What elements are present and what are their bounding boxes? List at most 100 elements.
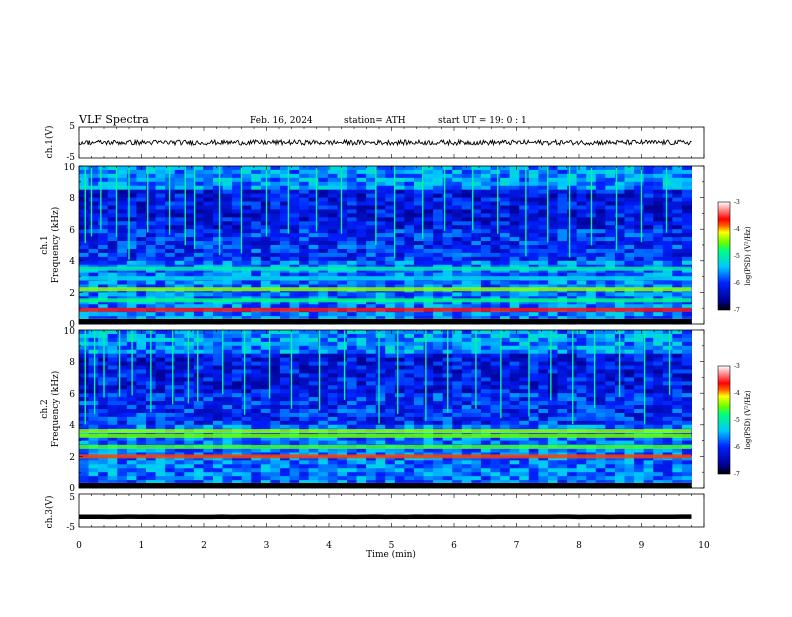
spectrogram-cell <box>625 366 635 370</box>
spectrogram-cell <box>672 186 682 190</box>
spectrogram-cell <box>538 178 548 182</box>
spectrogram-cell <box>605 342 615 346</box>
spectrogram-cell <box>156 292 166 296</box>
spectrogram-cell <box>318 241 328 245</box>
spectrogram-cell <box>232 170 242 174</box>
spectrogram-cell <box>270 417 280 421</box>
spectrogram-cell <box>242 178 252 182</box>
spectrogram-cell <box>385 401 395 405</box>
spectrogram-cell <box>596 198 606 202</box>
spectrogram-cell <box>98 170 108 174</box>
spectrogram-cell <box>280 249 290 253</box>
spectrogram-cell <box>223 233 233 237</box>
spectrogram-cell <box>376 330 386 334</box>
spectrogram-cell <box>117 312 127 316</box>
spectrogram-cell <box>529 312 539 316</box>
spectrogram-cell <box>433 342 443 346</box>
spectrogram-cell <box>223 358 233 362</box>
spectrogram-cell <box>175 198 185 202</box>
spectrogram-cell <box>290 281 300 285</box>
spectrogram-cell <box>548 221 558 225</box>
spectrogram-cell <box>328 441 338 445</box>
spectrogram-cell <box>194 334 204 338</box>
spectrogram-cell <box>213 405 223 409</box>
spectrogram-cell <box>538 413 548 417</box>
spectrogram-cell <box>136 229 146 233</box>
spectrogram-cell <box>223 206 233 210</box>
spectrogram-cell <box>500 257 510 261</box>
spectrogram-cell <box>136 354 146 358</box>
spectrogram-cell <box>299 342 309 346</box>
spectrogram-cell <box>242 346 252 350</box>
spectrogram-cell <box>156 397 166 401</box>
spectrogram-cell <box>519 229 529 233</box>
spectrogram-cell <box>644 237 654 241</box>
spectrogram-cell <box>500 393 510 397</box>
spectrogram-cell <box>280 354 290 358</box>
spectrogram-cell <box>462 421 472 425</box>
spectrogram-cell <box>127 261 137 265</box>
spectrogram-cell <box>347 409 357 413</box>
spectrogram-cell <box>203 312 213 316</box>
spectrogram-cell <box>605 366 615 370</box>
spectrogram-cell <box>424 354 434 358</box>
spectrogram-cell <box>653 373 663 377</box>
spectrogram-cell <box>117 389 127 393</box>
spectrogram-cell <box>558 166 568 170</box>
spectrogram-cell <box>203 401 213 405</box>
spectrogram-cell <box>615 421 625 425</box>
spectrogram-cell <box>261 421 271 425</box>
spectrogram-cell <box>299 385 309 389</box>
spectrogram-cell <box>203 241 213 245</box>
spectrogram-cell <box>395 370 405 374</box>
spectrogram-cell <box>385 217 395 221</box>
spectrogram-cell <box>548 213 558 217</box>
spectrogram-cell <box>261 253 271 257</box>
spectrogram-cell <box>567 229 577 233</box>
spectrogram-cell <box>653 334 663 338</box>
spectrogram-cell <box>481 338 491 342</box>
spectrogram-cell <box>79 401 89 405</box>
spectrogram-cell <box>175 225 185 229</box>
spectrogram-cell <box>481 397 491 401</box>
spectrogram-cell <box>538 421 548 425</box>
spectrogram-cell <box>529 194 539 198</box>
spectrogram-cell <box>337 186 347 190</box>
spectrogram-cell <box>270 346 280 350</box>
spectrogram-cell <box>510 178 520 182</box>
spectrogram-cell <box>242 194 252 198</box>
spectrogram-cell <box>270 405 280 409</box>
spectrogram-cell <box>213 206 223 210</box>
spectrogram-cell <box>558 178 568 182</box>
spectrogram-cell <box>500 362 510 366</box>
spectrogram-cell <box>232 190 242 194</box>
spectrogram-cell <box>318 217 328 221</box>
spectrogram-cell <box>548 377 558 381</box>
spectrogram-cell <box>175 350 185 354</box>
spectrogram-cell <box>318 261 328 265</box>
spectrogram-cell <box>625 217 635 221</box>
spectrogram-cell <box>577 370 587 374</box>
spectrogram-cell <box>462 221 472 225</box>
spectrogram-cell <box>653 362 663 366</box>
spectrogram-cell <box>500 229 510 233</box>
spectrogram-cell <box>558 257 568 261</box>
spectrogram-cell <box>519 245 529 249</box>
spectrogram-cell <box>452 397 462 401</box>
spectrogram-cell <box>223 385 233 389</box>
spectrogram-cell <box>424 330 434 334</box>
spectrogram-cell <box>548 397 558 401</box>
spectrogram-cell <box>366 241 376 245</box>
spectrogram-cell <box>223 330 233 334</box>
spectrogram-cell <box>309 401 319 405</box>
spectrogram-cell <box>79 202 89 206</box>
spectrogram-cell <box>299 178 309 182</box>
spectrogram-cell <box>672 413 682 417</box>
spectrogram-cell <box>117 377 127 381</box>
spectrogram-cell <box>634 385 644 389</box>
spectrogram-cell <box>500 217 510 221</box>
spectrogram-cell <box>347 342 357 346</box>
spectrogram-cell <box>318 441 328 445</box>
spectrogram-cell <box>223 338 233 342</box>
spectrogram-cell <box>357 257 367 261</box>
